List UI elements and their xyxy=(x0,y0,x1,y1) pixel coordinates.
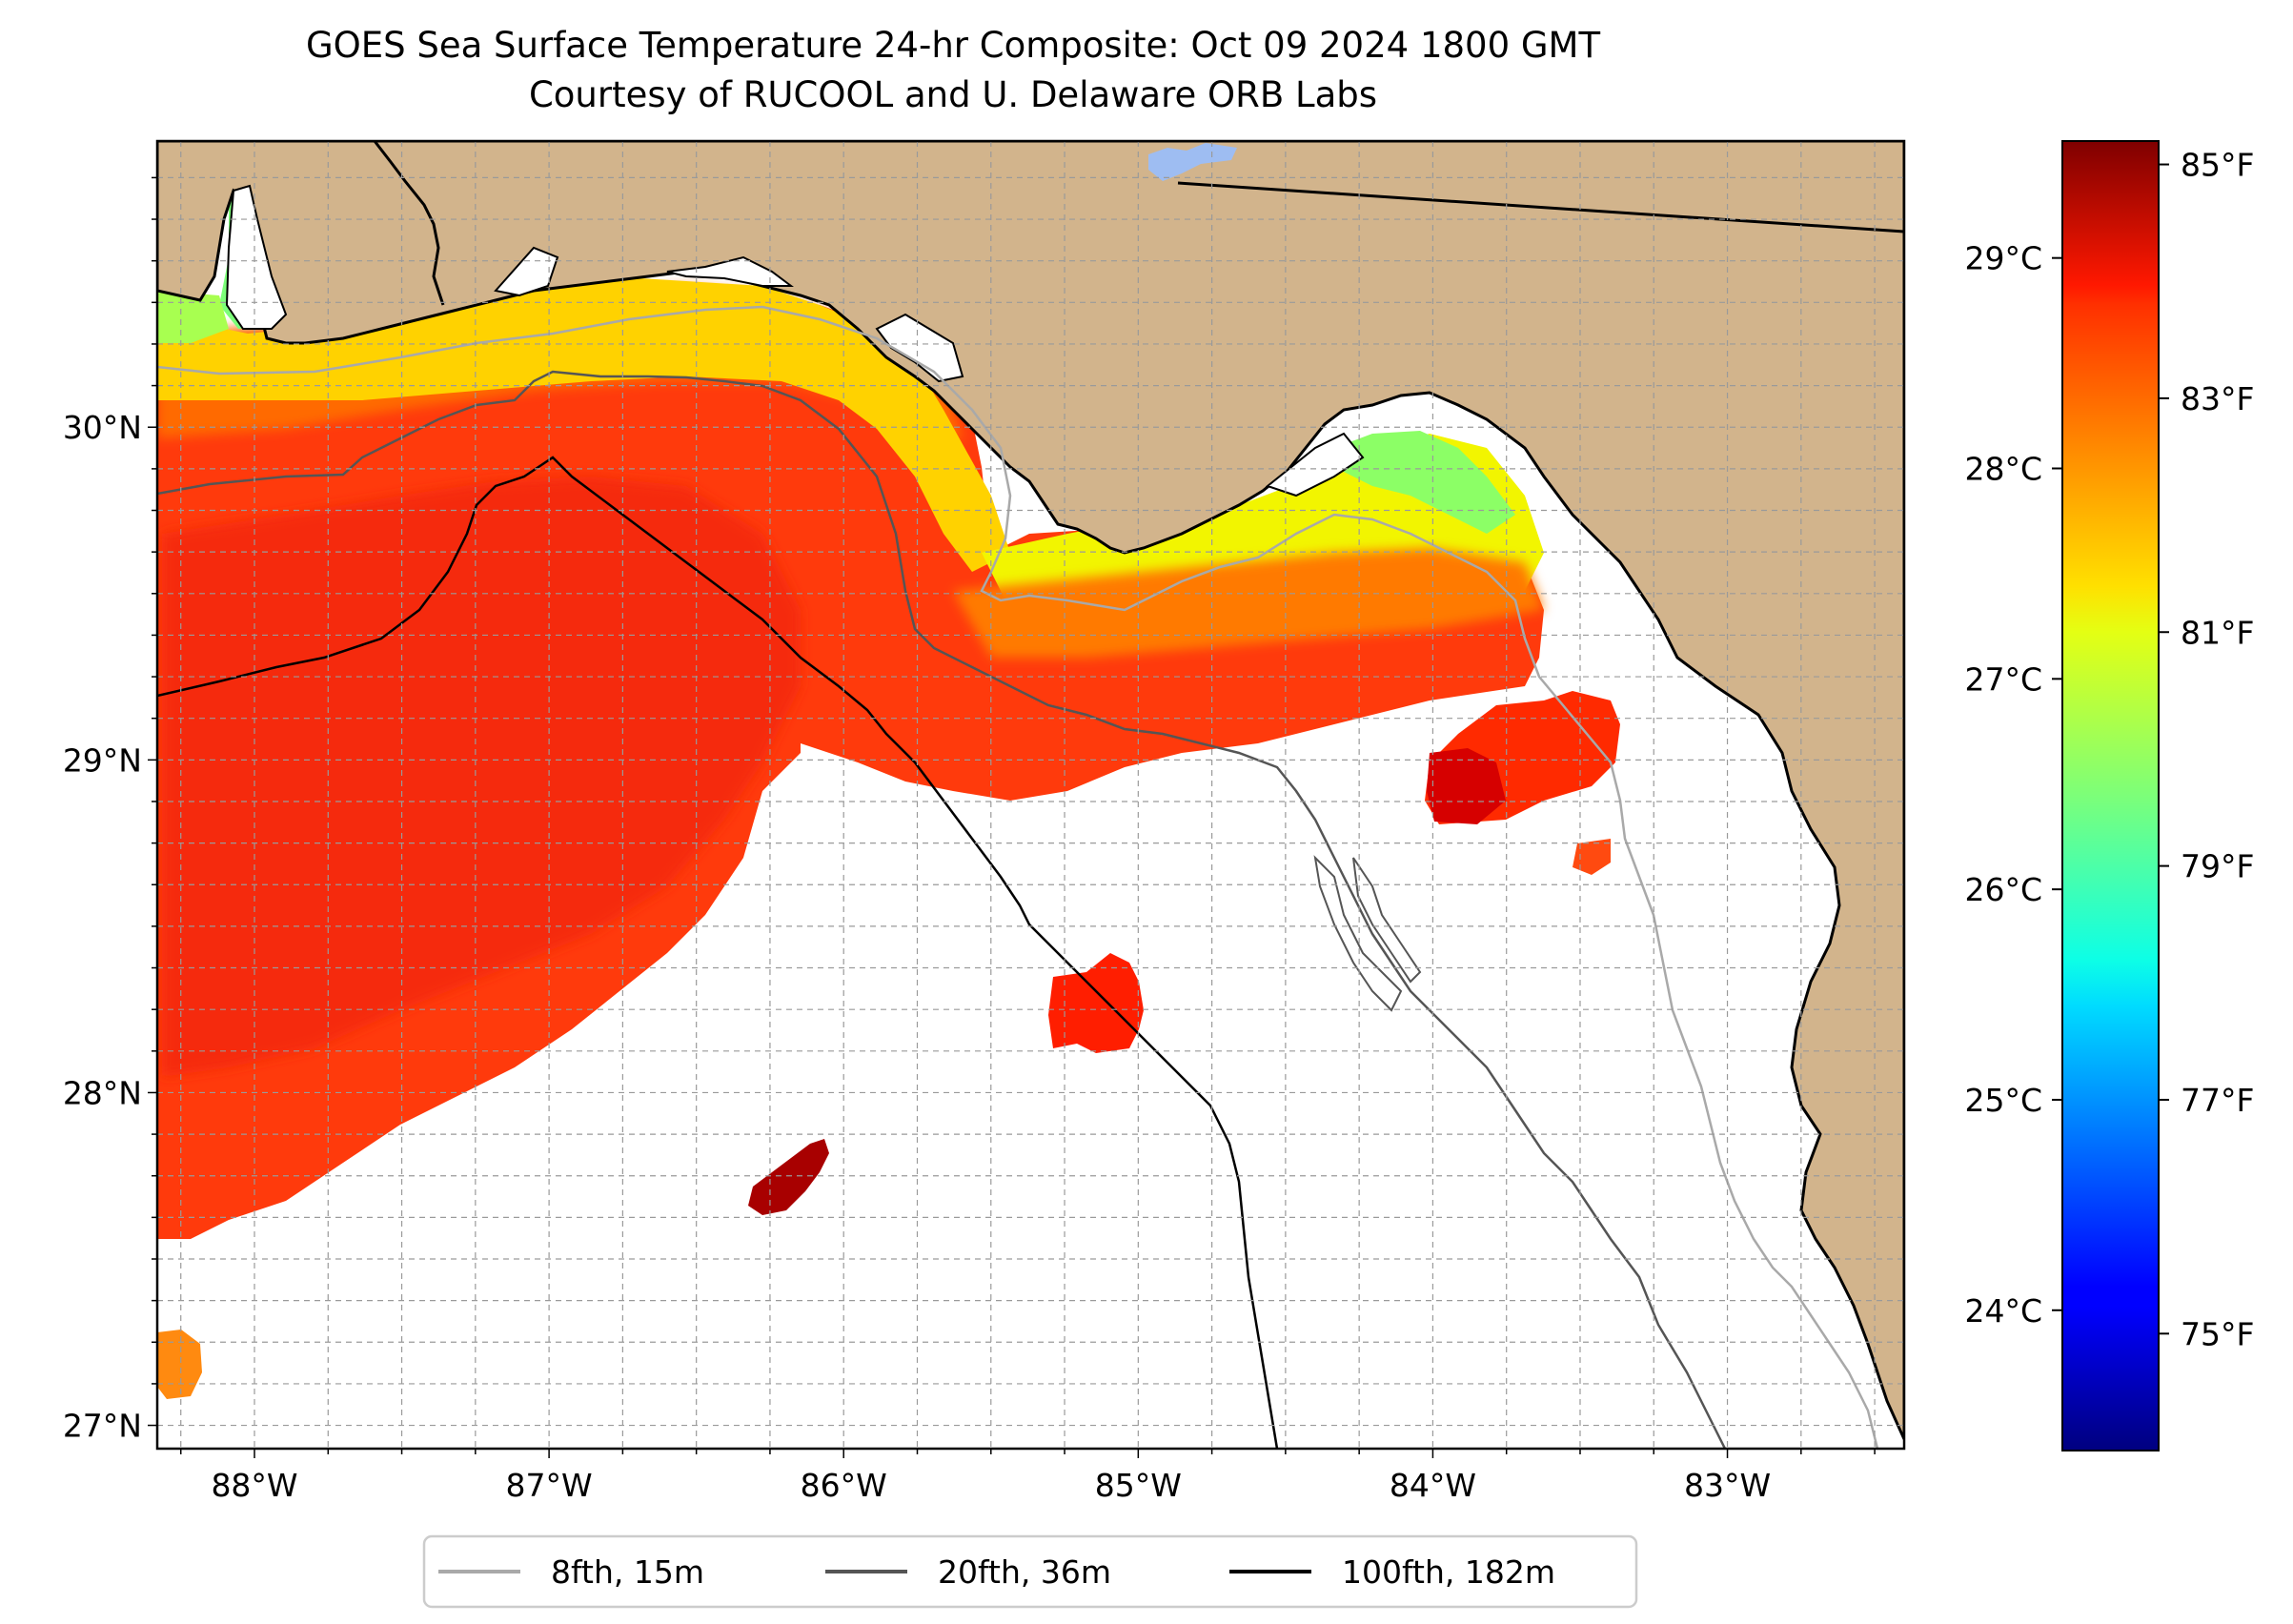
lat-tick-label: 29°N xyxy=(63,741,142,779)
lon-tick-label: 86°W xyxy=(801,1467,887,1504)
lon-tick-label: 83°W xyxy=(1684,1467,1771,1504)
contour-20fth-shoals xyxy=(1313,855,1422,1012)
lat-tick-label: 28°N xyxy=(63,1074,142,1111)
land-mobile-bay-inlet xyxy=(225,184,288,330)
legend-label-8fth: 8fth, 15m xyxy=(551,1553,704,1591)
lat-tick-label: 30°N xyxy=(63,409,142,446)
colorbar-gradient xyxy=(2061,140,2160,1451)
grid-lines xyxy=(157,141,1904,1449)
legend-label-100fth: 100fth, 182m xyxy=(1342,1553,1555,1591)
sst-green-west-edge xyxy=(157,291,229,343)
axis-ticks: 88°W 87°W 86°W 85°W 84°W 83°W 27°N 28°N 29°N 30°N xyxy=(63,176,1876,1504)
lon-tick-label: 88°W xyxy=(211,1467,297,1504)
map-title: GOES Sea Surface Temperature 24-hr Compo… xyxy=(305,25,1601,66)
sst-yellow-nearshore xyxy=(157,276,1010,572)
sst-green-bigbend xyxy=(1334,431,1515,534)
contour-8fth xyxy=(157,305,1879,1449)
colorbar-c-label: 28°C xyxy=(1964,451,2042,488)
colorbar-f-label: 83°F xyxy=(2181,380,2254,417)
sst-orange-bigbend xyxy=(953,548,1544,658)
lon-tick-label: 84°W xyxy=(1390,1467,1476,1504)
contour-100fth xyxy=(157,456,1279,1449)
lon-tick-label: 85°W xyxy=(1095,1467,1182,1504)
colorbar-c-label: 24°C xyxy=(1964,1292,2042,1330)
sst-patch-east-b xyxy=(1573,839,1611,875)
sst-warm-core xyxy=(162,477,801,1077)
colorbar-f-label: 85°F xyxy=(2181,147,2254,184)
map-area xyxy=(157,141,1904,1449)
land-bay-inlets xyxy=(494,246,1365,497)
colorbar: 75°F 77°F 79°F 81°F 83°F 85°F 24°C 25°C 26°C 27°C… xyxy=(1964,140,2254,1451)
sst-field xyxy=(157,176,1620,1399)
land-masses xyxy=(157,141,1904,1440)
colorbar-c-label: 27°C xyxy=(1964,660,2042,698)
sst-patch-dark-red xyxy=(748,1139,829,1215)
colorbar-f-label: 81°F xyxy=(2181,614,2254,651)
legend: 8fth, 15m 20fth, 36m 100fth, 182m xyxy=(422,1534,1638,1609)
lon-tick-label: 87°W xyxy=(506,1467,593,1504)
contour-20fth xyxy=(157,370,1727,1449)
sst-patch-east-a-core xyxy=(1427,748,1506,824)
legend-label-20fth: 20fth, 36m xyxy=(938,1553,1111,1591)
colorbar-f-label: 79°F xyxy=(2181,848,2254,885)
map-subtitle: Courtesy of RUCOOL and U. Delaware ORB L… xyxy=(528,74,1378,115)
colorbar-c-label: 25°C xyxy=(1964,1082,2042,1119)
lake-lavon xyxy=(1148,143,1237,181)
sst-patch-sw xyxy=(157,1330,202,1399)
state-border xyxy=(1177,181,1904,233)
map-frame xyxy=(155,139,1906,1451)
colorbar-f-label: 75°F xyxy=(2181,1315,2254,1352)
land-north-gulf-coast xyxy=(157,141,1904,1440)
colorbar-f-label: 77°F xyxy=(2181,1082,2254,1119)
lat-tick-label: 27°N xyxy=(63,1408,142,1445)
legend-box xyxy=(422,1534,1638,1609)
sst-patch-center xyxy=(1048,953,1144,1053)
colorbar-c-label: 26°C xyxy=(1964,871,2042,908)
colorbar-c-label: 29°C xyxy=(1964,240,2042,277)
state-border-west xyxy=(373,141,445,306)
